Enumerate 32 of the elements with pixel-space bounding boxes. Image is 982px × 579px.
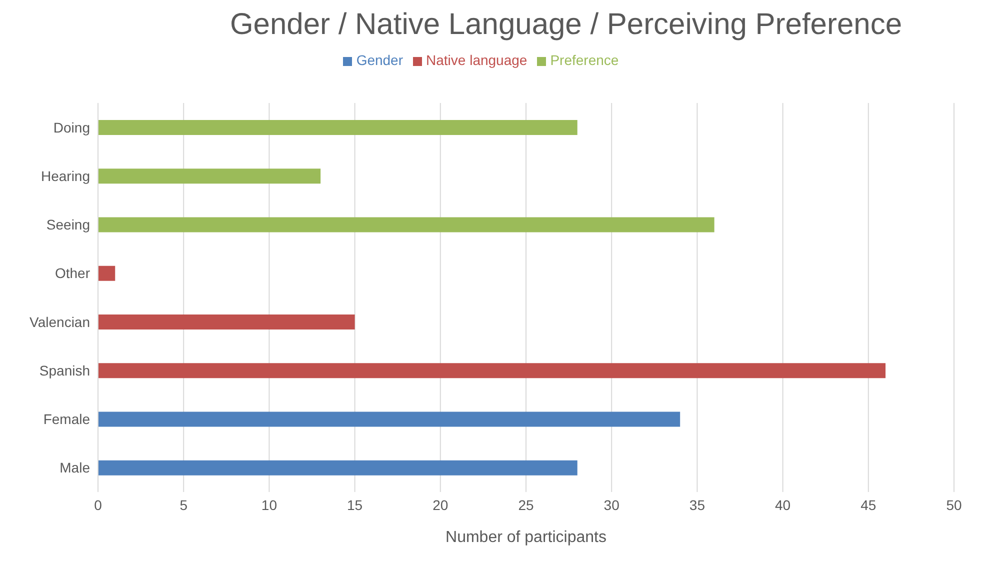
y-tick-label: Female — [43, 411, 90, 428]
x-tick-label: 40 — [775, 496, 791, 513]
bar — [98, 266, 116, 281]
x-tick-label: 10 — [261, 496, 278, 513]
legend-label: Gender — [356, 52, 404, 68]
bar — [98, 363, 886, 378]
x-tick-label: 15 — [347, 496, 363, 513]
x-tick-label: 0 — [94, 496, 102, 513]
bar — [98, 217, 714, 232]
x-axis-title: Number of participants — [446, 529, 606, 546]
x-tick-label: 25 — [518, 496, 534, 513]
y-tick-label: Doing — [53, 119, 90, 136]
x-tick-label: 35 — [689, 496, 706, 513]
x-tick-label: 5 — [180, 496, 188, 513]
bar — [98, 120, 578, 136]
y-tick-label: Other — [54, 265, 90, 282]
bar — [98, 412, 680, 427]
x-tick-label: 50 — [946, 496, 962, 513]
legend-label: Native language — [426, 52, 528, 68]
y-tick-label: Spanish — [39, 362, 90, 378]
x-tick-label: 45 — [860, 496, 876, 513]
y-tick-label: Seeing — [46, 216, 90, 233]
bar — [98, 168, 321, 184]
x-tick-label: 20 — [432, 496, 448, 513]
y-tick-label: Male — [60, 460, 90, 476]
y-tick-label: Valencian — [30, 314, 90, 330]
bar — [98, 314, 355, 330]
y-tick-label: Hearing — [40, 168, 90, 184]
x-tick-label: 30 — [604, 496, 620, 513]
bar — [98, 460, 578, 476]
legend-label: Preference — [550, 52, 619, 68]
chart-title: Gender / Native Language / Perceiving Preference — [228, 8, 904, 43]
